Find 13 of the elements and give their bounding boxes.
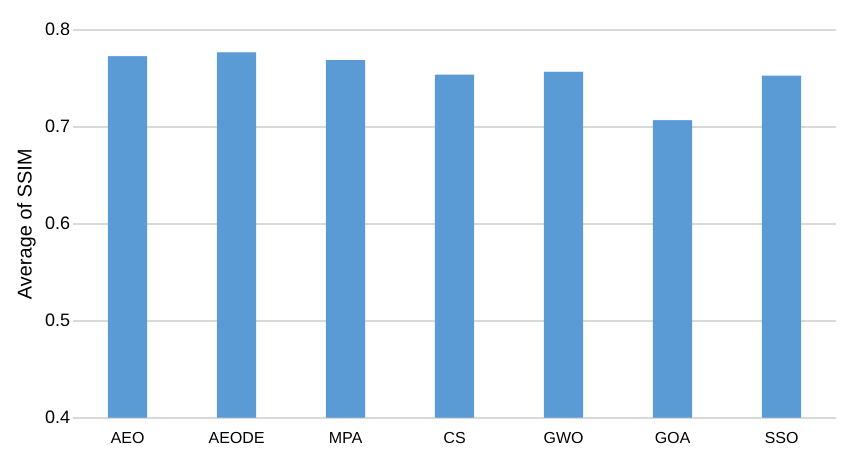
y-tick-label: 0.4: [44, 406, 70, 427]
x-tick-label: GOA: [654, 430, 691, 447]
y-tick-label: 0.5: [44, 310, 70, 330]
y-tick-label: 0.7: [44, 116, 70, 136]
y-tick-label: 0.8: [44, 18, 70, 39]
y-tick-label: 0.6: [44, 212, 70, 233]
x-tick-label: AEO: [110, 430, 144, 447]
y-axis-title: Average of SSIM: [14, 148, 37, 300]
x-tick-label: AEODE: [208, 430, 265, 447]
x-tick-label: GWO: [544, 430, 584, 447]
x-tick-label: SSO: [764, 430, 798, 447]
x-tick-label: MPA: [328, 430, 363, 447]
x-tick-label: CS: [443, 430, 466, 447]
